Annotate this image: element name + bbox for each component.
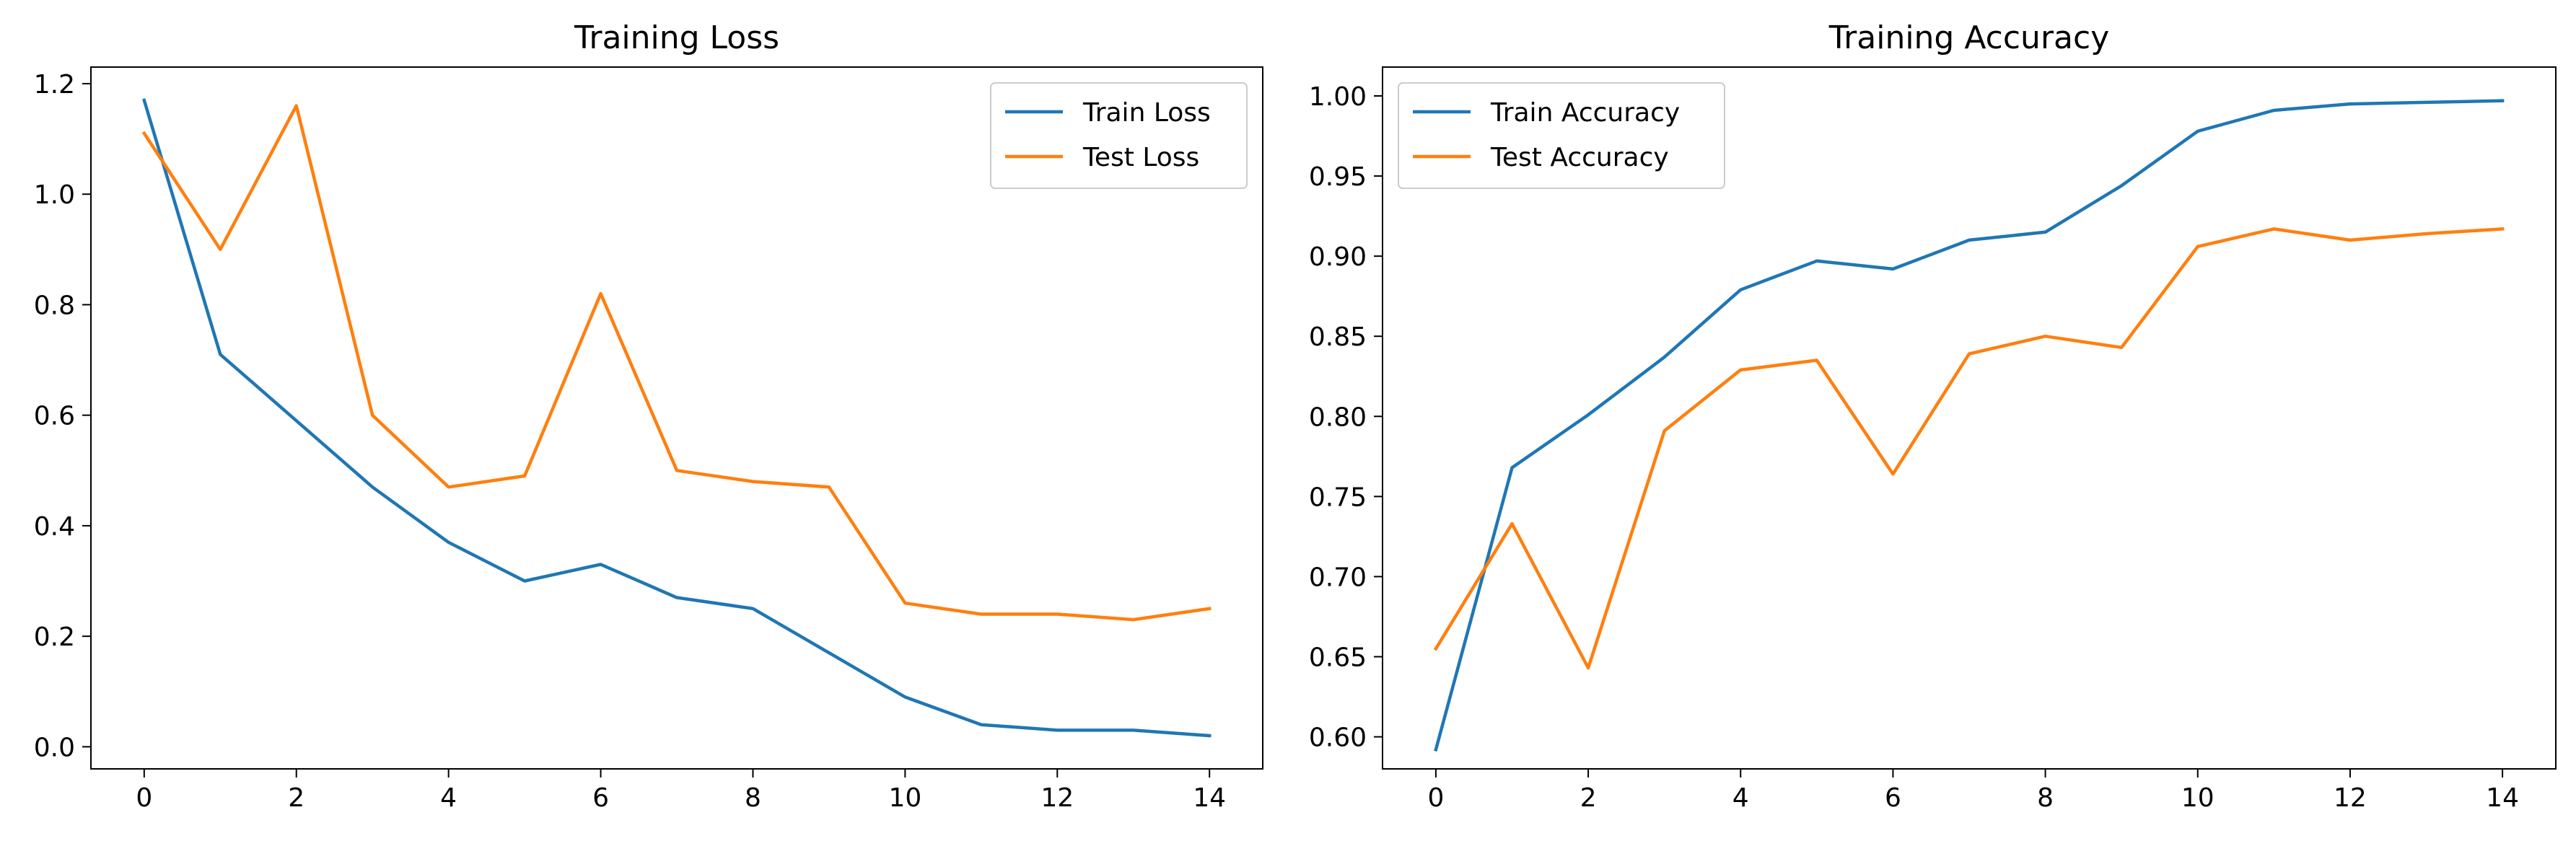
y-tick-label: 0.75 <box>1309 483 1367 512</box>
x-tick-label: 14 <box>1193 783 1226 813</box>
legend: Train Loss Test Loss <box>990 82 1248 189</box>
x-tick-label: 4 <box>440 783 457 813</box>
y-tick-label: 0.8 <box>34 291 75 320</box>
y-tick-label: 0.70 <box>1309 563 1367 592</box>
chart-title: Training Accuracy <box>1828 19 2109 56</box>
y-tick-label: 0.80 <box>1309 402 1367 432</box>
y-tick-label: 1.0 <box>34 180 75 210</box>
plot-frame <box>1382 66 2557 770</box>
plot-frame <box>90 66 1263 770</box>
y-tick-label: 0.4 <box>34 512 75 542</box>
test-series-line <box>141 104 1212 622</box>
legend-label: Test Accuracy <box>1490 143 1669 172</box>
train-series-line <box>1434 99 2505 752</box>
y-tick-label: 0.2 <box>34 622 75 652</box>
y-tick-label: 0.60 <box>1309 723 1367 753</box>
legend: Train Accuracy Test Accuracy <box>1398 82 1725 189</box>
accuracy-chart: Training Accuracy 0 2 4 6 8 10 12 14 0.60 0.65 0.70… <box>1309 19 2557 813</box>
loss-chart: Training Loss 0 2 4 6 8 10 12 14 0.0 0.2 0.4 0.6 0.8 1… <box>34 19 1263 813</box>
legend-box <box>990 82 1248 189</box>
legend-box <box>1398 82 1725 189</box>
x-tick-label: 10 <box>888 783 921 813</box>
y-tick-label: 0.90 <box>1309 242 1367 272</box>
x-tick-label: 2 <box>1580 783 1597 813</box>
x-tick-label: 0 <box>1427 783 1444 813</box>
test-series-line <box>1433 227 2505 670</box>
y-tick-label: 0.0 <box>34 733 75 762</box>
x-tick-label: 6 <box>1885 783 1901 813</box>
y-tick-label: 0.85 <box>1309 322 1367 352</box>
x-tick-label: 2 <box>288 783 305 813</box>
y-tick-label: 1.2 <box>34 70 75 100</box>
legend-label: Train Accuracy <box>1490 98 1680 128</box>
x-tick-label: 4 <box>1732 783 1749 813</box>
y-tick-label: 0.65 <box>1309 643 1367 672</box>
chart-title: Training Loss <box>574 19 779 56</box>
legend-label: Test Loss <box>1082 143 1199 172</box>
train-series-line <box>141 98 1212 738</box>
legend-label: Train Loss <box>1082 98 1211 128</box>
x-tick-label: 0 <box>136 783 152 813</box>
x-tick-label: 12 <box>2334 783 2367 813</box>
y-tick-label: 0.6 <box>34 402 75 431</box>
x-tick-label: 8 <box>745 783 761 813</box>
x-tick-label: 10 <box>2181 783 2214 813</box>
x-tick-label: 14 <box>2486 783 2519 813</box>
y-tick-label: 0.95 <box>1309 162 1367 192</box>
x-tick-label: 12 <box>1041 783 1074 813</box>
x-tick-label: 8 <box>2037 783 2054 813</box>
y-tick-label: 1.00 <box>1309 82 1367 112</box>
x-tick-label: 6 <box>592 783 609 813</box>
